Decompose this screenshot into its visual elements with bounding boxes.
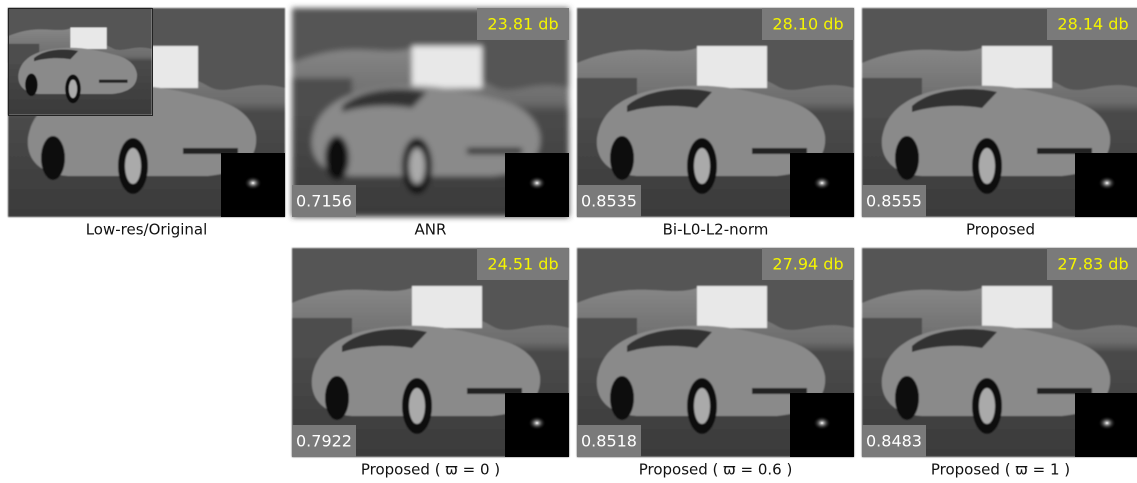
ssim: 0.8555: [866, 192, 922, 211]
kernel-blob: [813, 176, 831, 190]
panel: Low-res/Original: [8, 8, 285, 239]
panel: 23.81 db 0.7156 ANR: [292, 8, 569, 239]
wheel-rim: [409, 148, 425, 184]
wheel-rim: [694, 388, 710, 424]
kernel-blob: [1098, 176, 1116, 190]
psnr: 27.83 db: [1057, 255, 1128, 274]
figure: Low-res/Original 23.81 db 0.7156 ANR 28.10 d…: [0, 0, 1137, 483]
kernel-blob: [528, 416, 546, 430]
panel: 24.51 db 0.7922 Proposed ( ϖ = 0 ): [292, 248, 569, 479]
psnr: 24.51 db: [487, 255, 558, 274]
ssim: 0.8518: [581, 432, 637, 451]
wheel: [25, 74, 37, 97]
ssim: 0.7922: [296, 432, 352, 451]
psnr: 28.14 db: [1057, 15, 1128, 34]
panel: 27.83 db 0.8483 Proposed ( ϖ = 1 ): [862, 248, 1137, 479]
scene: [8, 8, 152, 115]
psnr: 23.81 db: [487, 15, 558, 34]
psnr: 27.94 db: [772, 255, 843, 274]
wheel-rim: [694, 148, 710, 184]
caption: Proposed ( ϖ = 1 ): [931, 461, 1070, 479]
house: [70, 27, 106, 49]
house: [982, 46, 1052, 88]
panel: 28.14 db 0.8555 Proposed: [862, 8, 1137, 239]
kernel-blob: [813, 416, 831, 430]
ssim: 0.7156: [296, 192, 352, 211]
wheel: [325, 376, 349, 420]
house: [412, 286, 482, 328]
panel: 28.10 db 0.8535 Bi-L0-L2-norm: [577, 8, 854, 239]
wheel: [610, 376, 634, 420]
psnr: 28.10 db: [772, 15, 843, 34]
house: [697, 286, 767, 328]
wheel-rim: [409, 388, 425, 424]
caption: Bi-L0-L2-norm: [663, 221, 769, 239]
caption: Proposed ( ϖ = 0 ): [361, 461, 500, 479]
wheel-rim: [69, 80, 77, 98]
kernel-blob: [244, 176, 262, 190]
wheel-rim: [125, 148, 141, 184]
house: [412, 46, 482, 88]
caption: Proposed ( ϖ = 0.6 ): [639, 461, 793, 479]
wheel: [610, 136, 634, 180]
house: [982, 286, 1052, 328]
caption: ANR: [415, 221, 447, 239]
caption: Proposed: [966, 221, 1035, 239]
wheel-rim: [979, 148, 995, 184]
house: [697, 46, 767, 88]
ssim: 0.8483: [866, 432, 922, 451]
wheel: [41, 136, 65, 180]
wheel: [895, 376, 919, 420]
wheel-rim: [979, 388, 995, 424]
wheel: [895, 136, 919, 180]
kernel-blob: [1098, 416, 1116, 430]
ssim: 0.8535: [581, 192, 637, 211]
caption: Low-res/Original: [86, 221, 208, 239]
kernel-blob: [528, 176, 546, 190]
grille: [99, 80, 128, 83]
wheel: [325, 136, 349, 180]
